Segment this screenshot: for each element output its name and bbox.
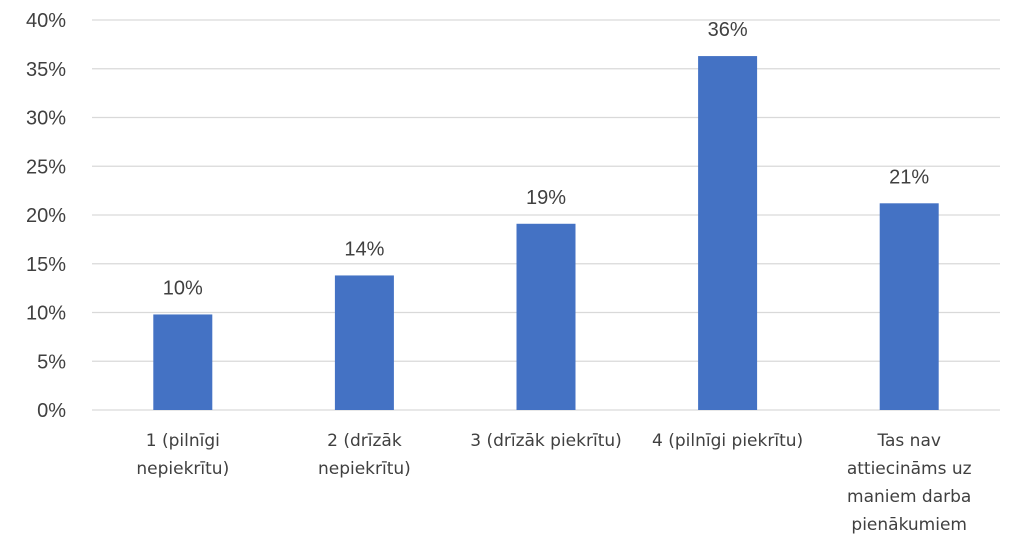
bar bbox=[879, 203, 939, 410]
y-tick-label: 35% bbox=[26, 59, 66, 81]
x-category-label: 2 (drīzāk bbox=[327, 431, 402, 451]
x-category-label: pienākumiem bbox=[851, 515, 967, 535]
y-tick-label: 25% bbox=[26, 156, 66, 178]
x-category-label: 1 (pilnīgi bbox=[146, 431, 220, 451]
y-tick-label: 20% bbox=[26, 205, 66, 227]
y-tick-label: 40% bbox=[26, 10, 66, 32]
y-tick-label: 10% bbox=[26, 303, 66, 325]
x-category-label: nepiekrītu) bbox=[136, 459, 229, 479]
y-tick-label: 15% bbox=[26, 254, 66, 276]
bar bbox=[334, 275, 394, 410]
gridlines bbox=[92, 19, 1000, 411]
x-category-label: maniem darba bbox=[847, 487, 971, 507]
y-tick-label: 5% bbox=[37, 351, 66, 373]
data-label: 10% bbox=[163, 277, 203, 299]
y-tick-label: 0% bbox=[37, 400, 66, 422]
x-category-label: Tas nav bbox=[876, 431, 941, 451]
bars bbox=[153, 56, 939, 410]
data-label: 19% bbox=[526, 187, 566, 209]
bar bbox=[698, 56, 758, 410]
data-label: 36% bbox=[708, 19, 748, 41]
y-axis-ticks: 0% 5% 10% 15% 20% 25% 30% 35% 40% bbox=[26, 10, 66, 422]
bar bbox=[153, 314, 213, 410]
y-tick-label: 30% bbox=[26, 108, 66, 130]
data-labels: 10% 14% 19% 36% 21% bbox=[163, 19, 930, 299]
x-axis-categories: 1 (pilnīgi nepiekrītu) 2 (drīzāk nepiekrītu… bbox=[136, 431, 971, 535]
bar bbox=[516, 223, 576, 410]
data-label: 14% bbox=[344, 238, 384, 260]
data-label: 21% bbox=[889, 166, 929, 188]
x-category-label: 3 (drīzāk piekrītu) bbox=[470, 431, 622, 451]
x-category-label: attiecināms uz bbox=[847, 459, 972, 479]
x-category-label: 4 (pilnīgi piekrītu) bbox=[652, 431, 803, 451]
x-category-label: nepiekrītu) bbox=[318, 459, 411, 479]
